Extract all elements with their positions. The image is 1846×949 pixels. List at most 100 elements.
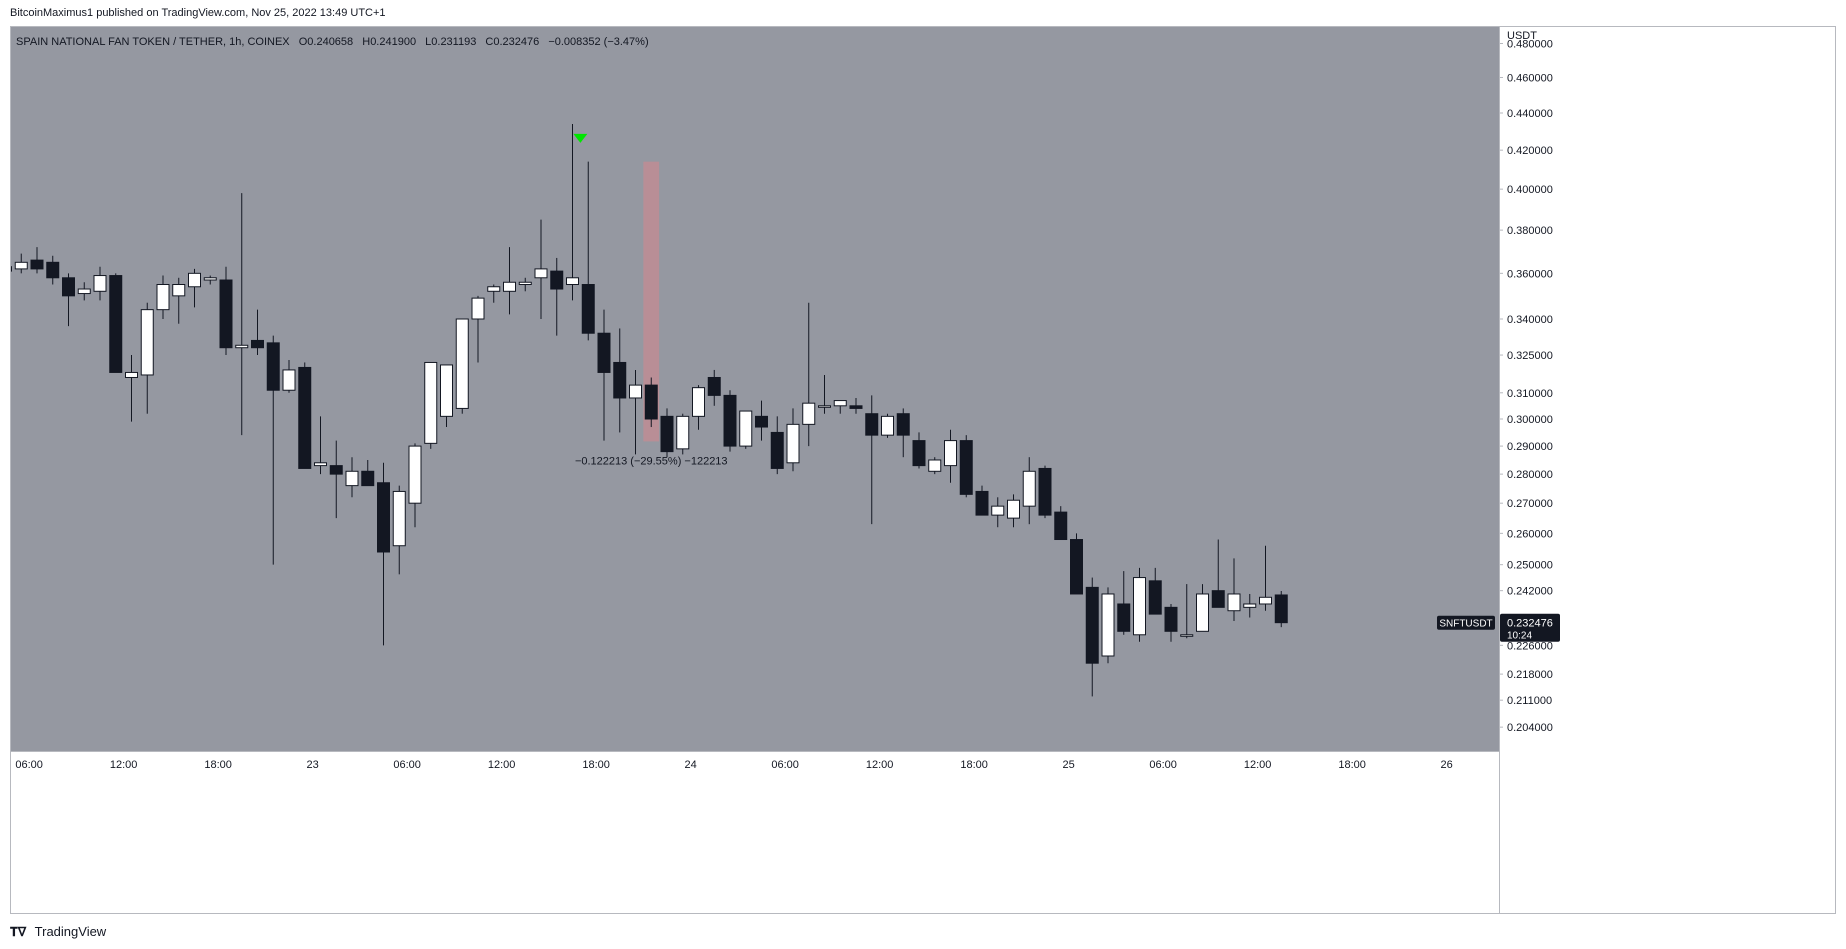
candle[interactable] — [581, 161, 595, 341]
candle[interactable] — [62, 273, 75, 327]
candle[interactable] — [140, 302, 154, 414]
candle[interactable] — [896, 408, 910, 458]
candle-body — [613, 361, 627, 399]
candle[interactable] — [912, 432, 926, 469]
candle[interactable] — [1101, 587, 1115, 664]
candle-body — [755, 415, 768, 428]
candle[interactable] — [786, 408, 800, 472]
candle-body — [1180, 634, 1194, 637]
candle[interactable] — [1054, 506, 1068, 541]
candle[interactable] — [1007, 494, 1020, 528]
candle[interactable] — [1133, 567, 1146, 642]
candle[interactable] — [408, 443, 422, 528]
candle[interactable] — [550, 257, 564, 336]
candle[interactable] — [424, 361, 438, 449]
candle[interactable] — [975, 485, 989, 516]
candle[interactable] — [77, 282, 91, 301]
candle[interactable] — [534, 219, 548, 320]
candle-body — [660, 415, 674, 453]
candle[interactable] — [818, 374, 831, 414]
candle[interactable] — [692, 385, 705, 430]
candle[interactable] — [377, 462, 390, 646]
candle[interactable] — [392, 485, 406, 575]
candle[interactable] — [298, 362, 312, 469]
candle[interactable] — [188, 268, 201, 308]
candle[interactable] — [172, 277, 186, 324]
candle[interactable] — [723, 390, 737, 452]
candle[interactable] — [1211, 539, 1225, 608]
candle[interactable] — [1274, 590, 1288, 628]
candle[interactable] — [251, 309, 264, 356]
candle[interactable] — [613, 328, 627, 433]
candle[interactable] — [314, 416, 327, 475]
candle[interactable] — [755, 400, 768, 441]
candle[interactable] — [14, 253, 28, 274]
candle[interactable] — [487, 284, 501, 303]
candle[interactable] — [109, 273, 123, 373]
signal-marker-icon[interactable] — [573, 133, 588, 143]
candle[interactable] — [471, 295, 485, 363]
plot-area[interactable] — [11, 27, 1499, 751]
candle[interactable] — [1117, 571, 1131, 635]
candle[interactable] — [644, 377, 658, 428]
candle[interactable] — [440, 364, 453, 428]
chart-canvas[interactable]: −0.122213 (−29.55%) −122213 USDT0.480000… — [11, 27, 1835, 913]
candle[interactable] — [11, 256, 12, 278]
candle[interactable] — [739, 410, 753, 449]
candle[interactable] — [1180, 584, 1194, 639]
candle[interactable] — [1022, 457, 1036, 525]
candle-body — [881, 415, 894, 436]
candle[interactable] — [833, 400, 847, 414]
candle[interactable] — [770, 416, 784, 475]
price-axis[interactable] — [1499, 27, 1835, 913]
candle[interactable] — [30, 247, 44, 274]
candle[interactable] — [849, 397, 863, 414]
candle[interactable] — [959, 435, 973, 498]
measure-range-box[interactable] — [643, 161, 660, 442]
candle[interactable] — [566, 123, 579, 301]
candle[interactable] — [203, 275, 217, 285]
candle[interactable] — [1070, 533, 1083, 595]
candle[interactable] — [219, 266, 233, 356]
candle[interactable] — [802, 302, 816, 447]
candle[interactable] — [266, 335, 280, 565]
candle[interactable] — [1164, 603, 1178, 642]
x-tick-label: 18:00 — [582, 759, 610, 771]
candle[interactable] — [503, 247, 516, 315]
candle[interactable] — [345, 457, 359, 498]
candle-body — [440, 364, 453, 417]
candle[interactable] — [518, 277, 532, 292]
candle[interactable] — [707, 369, 721, 406]
candle[interactable] — [1085, 577, 1099, 697]
candle[interactable] — [46, 255, 60, 285]
candle[interactable] — [660, 408, 674, 458]
candle[interactable] — [125, 355, 138, 422]
candle[interactable] — [597, 309, 611, 441]
brand-label[interactable]: TradingView — [34, 924, 107, 939]
candle[interactable] — [361, 459, 375, 487]
candle[interactable] — [991, 497, 1005, 528]
candle[interactable] — [282, 359, 296, 393]
candle[interactable] — [93, 266, 107, 301]
candle[interactable] — [1196, 584, 1209, 632]
candle[interactable] — [1243, 593, 1257, 618]
candle[interactable] — [156, 275, 170, 320]
candle[interactable] — [629, 369, 642, 455]
candle-body — [944, 440, 957, 467]
candle[interactable] — [1038, 465, 1052, 519]
open-value: 0.240658 — [307, 36, 354, 48]
tradingview-logo-icon[interactable]: 𝐓∇ — [10, 925, 27, 939]
candle-body — [928, 459, 942, 472]
candle[interactable] — [1227, 558, 1241, 621]
candle[interactable] — [881, 413, 894, 438]
candle[interactable] — [235, 193, 249, 436]
candle[interactable] — [1259, 545, 1272, 611]
candle[interactable] — [329, 440, 343, 519]
candle[interactable] — [865, 395, 879, 525]
candle[interactable] — [1148, 567, 1162, 615]
time-axis[interactable] — [11, 751, 1499, 913]
candle[interactable] — [455, 318, 469, 414]
candle[interactable] — [928, 457, 942, 475]
candle[interactable] — [676, 413, 690, 455]
candle[interactable] — [944, 429, 957, 483]
